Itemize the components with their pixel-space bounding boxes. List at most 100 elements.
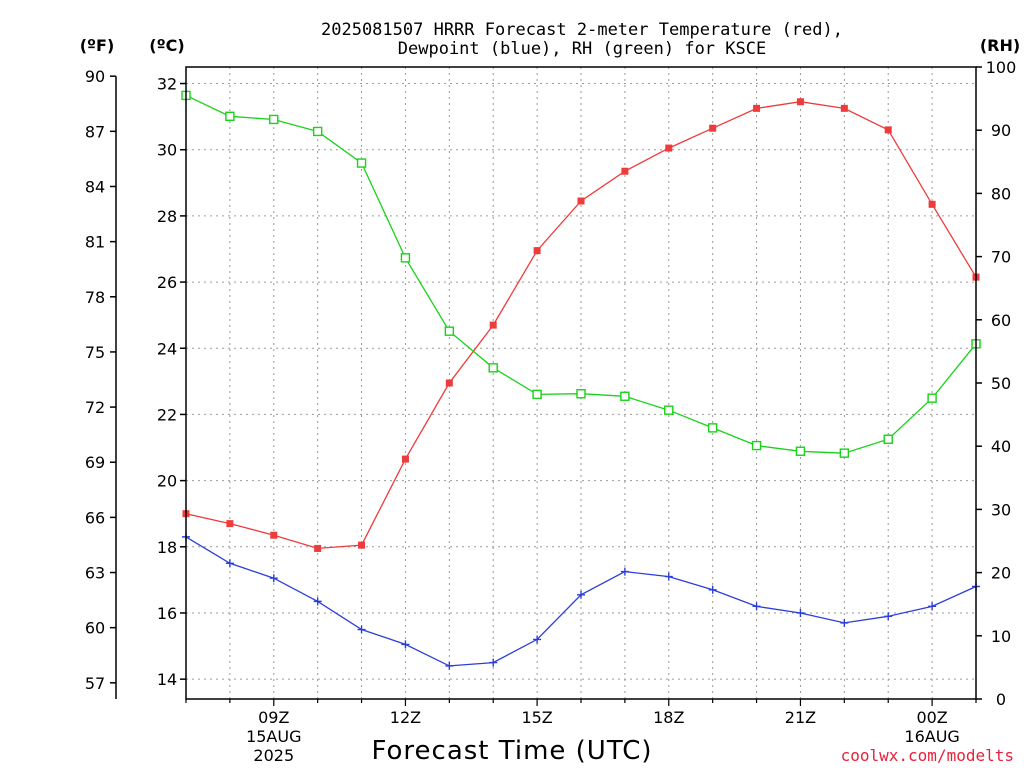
fahrenheit-tick-label: 81 — [85, 233, 105, 252]
rh-point — [225, 111, 235, 121]
temperature-point — [840, 104, 848, 112]
rh-point — [707, 423, 718, 433]
celsius-unit-label: (ºC) — [149, 36, 184, 55]
rh-point — [927, 393, 937, 403]
dewpoint-point — [225, 559, 234, 568]
x-tick-year: 2025 — [253, 746, 294, 765]
source-credit: coolwx.com/modelts — [841, 746, 1014, 765]
dewpoint-point — [313, 597, 322, 606]
temperature-series — [182, 98, 980, 552]
celsius-tick-label: 30 — [157, 141, 177, 160]
rh-line — [185, 94, 977, 454]
fahrenheit-tick-label: 66 — [85, 508, 105, 527]
temperature-point — [884, 126, 892, 134]
celsius-tick-label: 28 — [157, 207, 177, 226]
celsius-tick-label: 22 — [157, 405, 177, 424]
rh-tick-label: 50 — [991, 374, 1011, 393]
temperature-point — [358, 541, 366, 549]
grid-lines — [186, 67, 976, 699]
temperature-point — [796, 98, 804, 106]
rh-series — [181, 90, 981, 458]
rh-point — [576, 389, 586, 399]
temperature-point — [314, 544, 322, 552]
chart-title-line2: Dewpoint (blue), RH (green) for KSCE — [398, 39, 766, 59]
temperature-point — [709, 124, 717, 132]
temperature-point — [533, 247, 541, 255]
dewpoint-point — [796, 608, 805, 617]
rh-point — [664, 405, 674, 415]
x-tick-label: 09Z — [258, 708, 289, 727]
celsius-tick-label: 14 — [157, 670, 177, 689]
x-tick-date: 16AUG — [904, 727, 959, 746]
dewpoint-point — [269, 574, 278, 583]
dewpoint-point — [533, 635, 542, 644]
rh-tick-label: 90 — [991, 121, 1011, 140]
temperature-point — [445, 379, 453, 387]
celsius-tick-label: 24 — [157, 339, 177, 358]
dewpoint-point — [577, 590, 585, 599]
rh-point — [312, 126, 323, 137]
celsius-tick-label: 20 — [157, 472, 177, 491]
dewpoint-point — [445, 661, 454, 670]
temperature-point — [928, 200, 936, 208]
x-axis-title: Forecast Time (UTC) — [371, 736, 652, 766]
temperature-point — [621, 167, 629, 175]
rh-point — [839, 448, 850, 458]
celsius-tick-label: 16 — [157, 604, 177, 623]
rh-point — [400, 253, 411, 263]
rh-tick-label: 60 — [991, 311, 1011, 330]
dewpoint-point — [401, 640, 410, 649]
temperature-point — [753, 104, 761, 112]
rh-tick-label: 100 — [986, 58, 1017, 77]
rh-point — [751, 440, 762, 451]
fahrenheit-unit-label: (ºF) — [80, 36, 115, 55]
fahrenheit-tick-label: 57 — [85, 674, 105, 693]
fahrenheit-tick-label: 69 — [85, 453, 105, 472]
series-layer — [181, 90, 981, 670]
rh-tick-label: 20 — [991, 564, 1011, 583]
x-tick-label: 21Z — [785, 708, 816, 727]
temperature-point — [401, 455, 409, 463]
celsius-tick-label: 26 — [157, 273, 177, 292]
rh-tick-label: 30 — [991, 500, 1011, 519]
x-tick-label: 18Z — [653, 708, 684, 727]
fahrenheit-tick-label: 60 — [85, 619, 105, 638]
rh-point — [488, 363, 498, 373]
dewpoint-point — [664, 572, 673, 581]
celsius-tick-label: 18 — [157, 538, 177, 557]
temperature-point — [577, 197, 585, 205]
x-tick-date: 15AUG — [246, 727, 301, 746]
rh-point — [620, 391, 630, 401]
rh-point — [444, 326, 455, 336]
fahrenheit-tick-label: 84 — [85, 177, 105, 196]
rh-point — [356, 158, 367, 168]
rh-point — [883, 434, 893, 444]
dewpoint-point — [708, 585, 717, 594]
rh-axis: 0 10 20 30 40 50 60 70 80 90 100 — [976, 58, 1016, 709]
rh-tick-label: 70 — [991, 248, 1011, 267]
x-tick-label: 12Z — [390, 708, 421, 727]
rh-tick-label: 40 — [991, 437, 1011, 456]
rh-tick-label: 0 — [996, 690, 1006, 709]
x-tick-label: 00Z — [916, 708, 947, 727]
dewpoint-point — [928, 602, 937, 611]
celsius-tick-label: 32 — [157, 75, 177, 94]
dewpoint-point — [884, 612, 893, 621]
dewpoint-point — [357, 625, 366, 634]
fahrenheit-tick-label: 63 — [85, 564, 105, 583]
temperature-point — [270, 531, 278, 539]
rh-unit-label: (RH) — [980, 36, 1020, 55]
fahrenheit-axis: 57 60 63 66 69 72 75 78 81 84 87 90 — [85, 67, 117, 699]
rh-point — [269, 114, 279, 125]
plot-frame — [185, 66, 977, 700]
x-tick-label: 15Z — [521, 708, 552, 727]
rh-point — [795, 446, 806, 456]
dewpoint-point — [840, 618, 849, 627]
chart-title-line1: 2025081507 HRRR Forecast 2-meter Tempera… — [321, 20, 843, 40]
dewpoint-point — [752, 602, 761, 611]
rh-tick-label: 80 — [991, 184, 1011, 203]
rh-point — [532, 389, 542, 400]
celsius-axis: 14 16 18 20 22 24 26 28 30 32 — [157, 75, 186, 689]
